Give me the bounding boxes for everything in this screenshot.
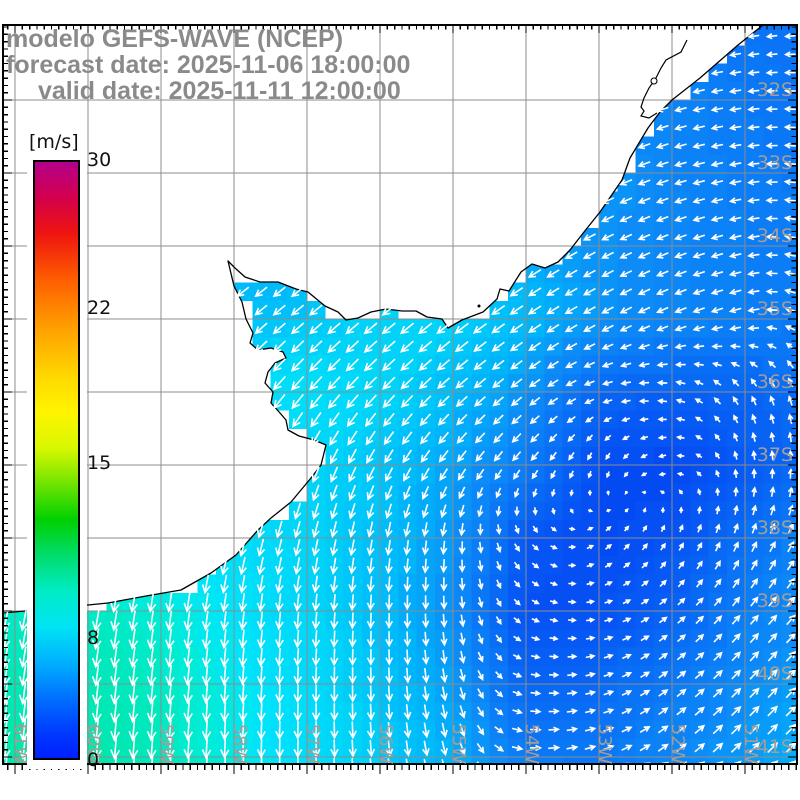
latlon-gridlines	[3, 25, 797, 764]
svg-text:60W: 60W	[83, 724, 104, 765]
colorbar-unit-label: [m/s]	[29, 131, 79, 153]
forecast-date: forecast date: 2025-11-06 18:00:00	[6, 51, 411, 79]
colorbar-tick-30: 30	[87, 149, 112, 171]
svg-text:34S: 34S	[757, 225, 793, 247]
svg-text:55W: 55W	[448, 724, 469, 765]
svg-text:32S: 32S	[757, 79, 793, 101]
wave-direction-arrows	[3, 33, 797, 764]
svg-text:40S: 40S	[757, 663, 793, 685]
colorbar-tick-15: 15	[87, 452, 112, 474]
title-block: modelo GEFS-WAVE (NCEP) forecast date: 2…	[6, 26, 410, 104]
axis-labels: 61W 60W 59W 58W 57W 56W 55W 54W 53W 52W 51W 32S 33S 3…	[10, 79, 793, 765]
svg-text:36S: 36S	[757, 371, 793, 393]
svg-text:35S: 35S	[757, 298, 793, 320]
svg-text:41S: 41S	[757, 736, 793, 758]
svg-text:52W: 52W	[667, 724, 688, 765]
svg-text:59W: 59W	[156, 724, 177, 765]
svg-text:33S: 33S	[757, 152, 793, 174]
coastline	[2, 24, 764, 614]
svg-text:56W: 56W	[375, 724, 396, 765]
map-frame-ticks	[2, 24, 798, 774]
svg-text:58W: 58W	[229, 724, 250, 765]
land-mask	[3, 25, 763, 613]
svg-text:38S: 38S	[757, 517, 793, 539]
colorbar-tick-0: 0	[87, 749, 100, 771]
svg-text:53W: 53W	[594, 724, 615, 765]
svg-text:54W: 54W	[521, 724, 542, 765]
svg-text:39S: 39S	[757, 590, 793, 612]
svg-text:57W: 57W	[302, 724, 323, 765]
model-title: modelo GEFS-WAVE (NCEP)	[6, 25, 344, 53]
valid-date: valid date: 2025-11-11 12:00:00	[38, 77, 401, 105]
svg-text:51W: 51W	[740, 724, 761, 765]
colorbar	[33, 160, 80, 760]
colorbar-tick-8: 8	[87, 627, 100, 649]
colorbar-tick-22: 22	[87, 297, 112, 319]
svg-text:61W: 61W	[10, 724, 31, 765]
svg-text:37S: 37S	[757, 444, 793, 466]
